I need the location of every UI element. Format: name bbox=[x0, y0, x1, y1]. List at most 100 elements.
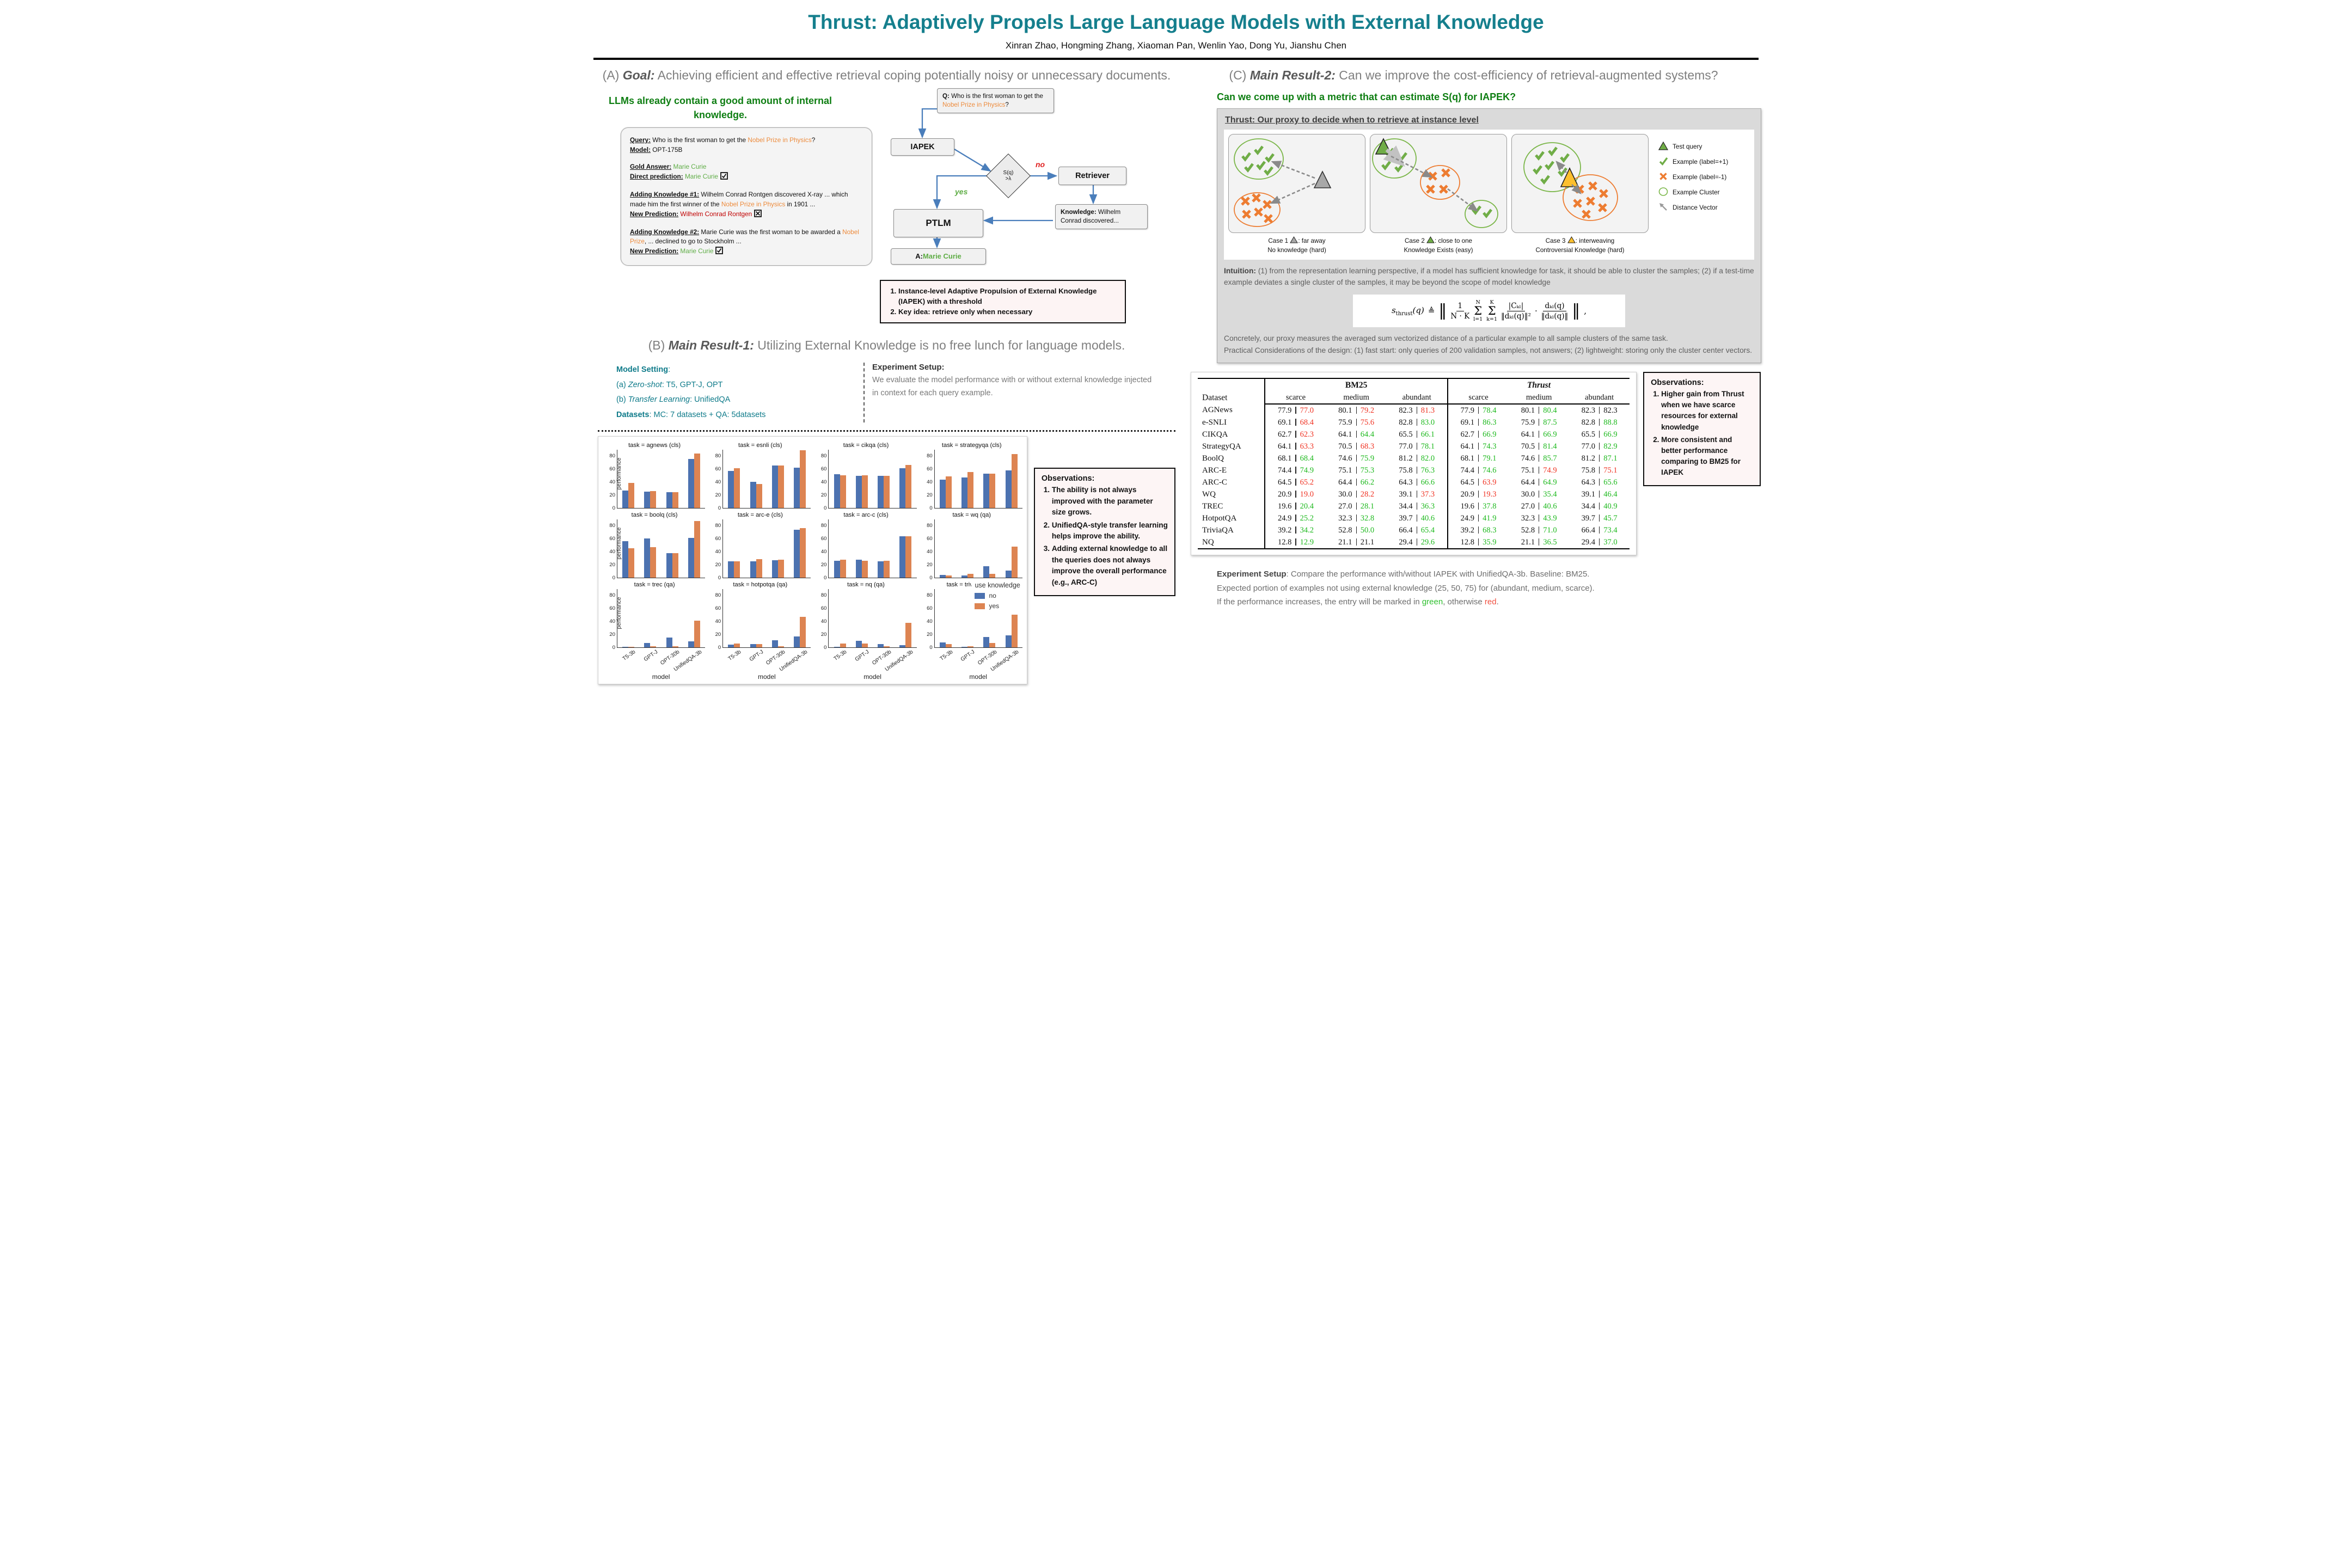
cell-base-value: 39.1 bbox=[1581, 489, 1596, 499]
bar-group bbox=[1005, 546, 1018, 578]
bar-no bbox=[834, 561, 840, 578]
table-cell: 64.5 65.2 bbox=[1264, 476, 1326, 489]
table-cell: 75.1 74.9 bbox=[1509, 464, 1569, 476]
bar-yes bbox=[884, 476, 890, 509]
experiment-setup-b-colon: : bbox=[941, 363, 945, 372]
chart-title: task = arc-c (cls) bbox=[843, 512, 889, 519]
bar-group bbox=[622, 541, 635, 578]
table-row: NQ 12.8 12.9 21.1 21.1 29.4 29.6 12.8 35.9 21.1 36… bbox=[1198, 536, 1630, 550]
bar-chart-panel: task = boolq (cls) performance 0 20 40 60 80 bbox=[604, 512, 706, 581]
table-dataset-cell: e-SNLI bbox=[1198, 416, 1266, 429]
cell-separator bbox=[1478, 502, 1479, 510]
table-row: ARC-C 64.5 65.2 64.4 66.2 64.3 66.6 64.5 63.9 64.… bbox=[1198, 476, 1630, 489]
green-word: green bbox=[1422, 597, 1443, 607]
cell-result-value: 41.9 bbox=[1483, 513, 1497, 523]
cell-result-value: 12.9 bbox=[1300, 537, 1314, 547]
cell-separator bbox=[1295, 454, 1296, 462]
cell-base-value: 75.9 bbox=[1338, 418, 1352, 427]
formula-def: ≜ bbox=[1428, 306, 1435, 316]
case-caption-line2: No knowledge (hard) bbox=[1267, 247, 1326, 254]
table-dataset-cell: NQ bbox=[1198, 536, 1266, 550]
plot-area bbox=[934, 450, 1022, 509]
cell-base-value: 20.9 bbox=[1460, 489, 1474, 499]
table-cell: 66.4 65.4 bbox=[1387, 524, 1448, 536]
case-legend-entry: Test query bbox=[1658, 141, 1748, 152]
flow-retriever-box: Retriever bbox=[1058, 166, 1126, 185]
bar-no bbox=[622, 646, 629, 648]
bar-group bbox=[688, 620, 701, 648]
bar-no bbox=[834, 474, 840, 509]
cluster-positive-icon bbox=[1465, 199, 1498, 228]
table-dataset-cell: BoolQ bbox=[1198, 452, 1266, 465]
y-tick-label: 60 bbox=[820, 466, 827, 473]
new-prediction-1-label: New Prediction: bbox=[630, 210, 679, 218]
cell-result-value: 50.0 bbox=[1360, 525, 1375, 535]
cell-result-value: 74.9 bbox=[1543, 465, 1557, 475]
table-cell: 75.9 87.5 bbox=[1509, 416, 1569, 428]
bar-charts-card: task = agnews (cls) performance 0 20 40 60 80 t… bbox=[598, 436, 1027, 685]
chart-title: task = nq (qa) bbox=[847, 581, 885, 589]
model-label: Model: bbox=[630, 146, 651, 154]
cell-separator bbox=[1295, 538, 1296, 546]
bar-chart-panel: task = esnli (cls) 0 20 40 60 80 bbox=[709, 442, 811, 511]
bar-no bbox=[1005, 571, 1012, 578]
y-tick-label: 60 bbox=[820, 605, 827, 612]
table-cell: 75.9 75.6 bbox=[1326, 416, 1387, 428]
bar-no bbox=[771, 465, 778, 509]
cell-separator bbox=[1295, 430, 1296, 438]
bar-no bbox=[939, 575, 946, 578]
bar-yes bbox=[777, 560, 784, 578]
section-b-setup-row: Model Setting: (a) Zero-shot: T5, GPT-J,… bbox=[598, 363, 1175, 423]
table-dataset-cell: AGNews bbox=[1198, 404, 1266, 417]
distance-vector-icon bbox=[1391, 155, 1433, 178]
bar-no bbox=[688, 641, 695, 648]
list-item: Adding external knowledge to all the que… bbox=[1052, 543, 1168, 588]
bar-yes bbox=[905, 464, 912, 509]
bar-yes bbox=[756, 559, 762, 578]
flow-knowledge-box: Knowledge: Wilhelm Conrad discovered... bbox=[1055, 204, 1148, 230]
y-tick-label: 40 bbox=[715, 479, 721, 486]
chart-title: task = wq (qa) bbox=[952, 512, 991, 519]
bar-yes bbox=[861, 643, 868, 648]
y-tick-label: 20 bbox=[609, 632, 615, 638]
cell-result-value: 63.9 bbox=[1483, 477, 1497, 487]
bar-group bbox=[728, 644, 740, 648]
y-tick-label: 0 bbox=[612, 505, 615, 512]
cell-separator bbox=[1599, 466, 1600, 474]
table-cell: 64.4 64.9 bbox=[1509, 476, 1569, 488]
checkbox-cross-icon bbox=[754, 209, 762, 220]
chart-title: task = boolq (cls) bbox=[631, 512, 678, 519]
table-cell: 32.3 32.8 bbox=[1326, 512, 1387, 524]
cell-base-value: 30.0 bbox=[1338, 489, 1352, 499]
bar-yes bbox=[967, 574, 974, 578]
table-cell: 64.1 63.3 bbox=[1264, 440, 1326, 453]
plot-area bbox=[617, 519, 706, 579]
case-legend-entry: Distance Vector bbox=[1658, 203, 1748, 213]
y-axis: 0 20 40 60 80 bbox=[604, 519, 617, 581]
cell-base-value: 64.5 bbox=[1278, 477, 1292, 487]
bar-group bbox=[939, 476, 952, 509]
cell-result-value: 35.4 bbox=[1543, 489, 1557, 499]
bar-no bbox=[688, 459, 695, 509]
bar-group bbox=[939, 575, 952, 578]
formula-comma: , bbox=[1584, 306, 1587, 316]
case-3-figure bbox=[1523, 142, 1618, 221]
bar-group bbox=[899, 536, 912, 578]
cell-separator bbox=[1478, 406, 1479, 414]
experiment-setup-b-title-text: Experiment Setup bbox=[872, 363, 942, 372]
intuition-text: (1) from the representation learning per… bbox=[1224, 266, 1754, 287]
flow-condition-1: S(q) bbox=[1003, 169, 1014, 176]
formula-frac3-num: dₖₗ(q) bbox=[1543, 302, 1566, 311]
formula-dot: · bbox=[1534, 306, 1538, 316]
bar-no bbox=[644, 492, 651, 509]
y-tick-label: 80 bbox=[820, 453, 827, 460]
table-cell: 39.2 68.3 bbox=[1447, 524, 1509, 537]
chart-title: task = hotpotqa (qa) bbox=[733, 581, 788, 589]
arrow-gray-icon bbox=[1658, 203, 1668, 213]
table-cell: 82.3 82.3 bbox=[1569, 404, 1630, 416]
table-header-dataset: Dataset bbox=[1198, 378, 1266, 405]
formula-frac1-num: 1 bbox=[1456, 302, 1465, 311]
table-cell: 62.7 62.3 bbox=[1264, 428, 1326, 441]
table-cell: 77.0 78.1 bbox=[1387, 440, 1448, 452]
bar-no bbox=[644, 643, 651, 648]
